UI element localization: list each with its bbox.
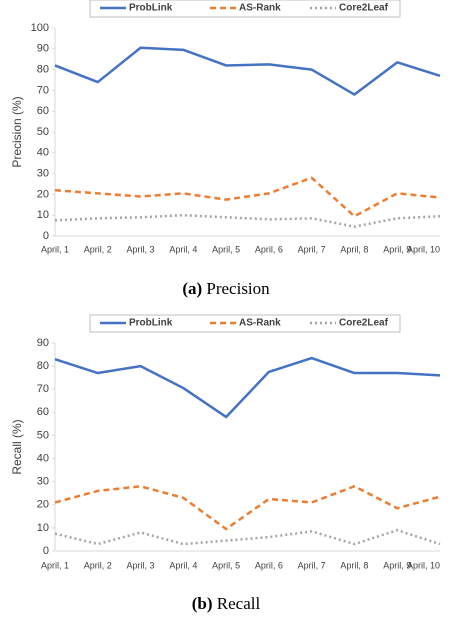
x-tick-label: April, 7 (298, 560, 326, 570)
y-tick-label: 90 (37, 337, 49, 349)
series-line (54, 485, 441, 531)
y-tick-label: 100 (31, 22, 49, 34)
legend-label: Core2Leaf (339, 3, 389, 14)
y-tick-label: 80 (37, 360, 49, 372)
x-tick-label: April, 4 (169, 560, 197, 570)
x-tick-label: April, 9 (383, 244, 411, 254)
y-tick-label: 10 (37, 209, 49, 221)
x-tick-label: April, 2 (84, 244, 112, 254)
x-tick-label: April, 10 (407, 560, 440, 570)
y-tick-label: 40 (37, 147, 49, 159)
y-tick-label: 40 (37, 452, 49, 464)
x-tick-label: April, 10 (407, 244, 440, 254)
x-tick-label: April, 3 (127, 244, 155, 254)
series-line (54, 176, 441, 218)
legend-label: ProbLink (129, 318, 173, 329)
y-tick-label: 20 (37, 499, 49, 511)
y-tick-label: 70 (37, 84, 49, 96)
legend-label: Core2Leaf (339, 318, 389, 329)
y-tick-label: 0 (43, 545, 49, 557)
legend-label: AS-Rank (239, 3, 281, 14)
legend-box (89, 314, 401, 333)
x-tick-label: April, 3 (127, 560, 155, 570)
x-tick-label: April, 9 (383, 560, 411, 570)
y-tick-label: 30 (37, 168, 49, 180)
caption-text: Precision (206, 279, 270, 298)
y-tick-label: 50 (37, 429, 49, 441)
y-tick-label: 90 (37, 43, 49, 55)
y-tick-label: 30 (37, 476, 49, 488)
series-line (54, 46, 441, 96)
legend-label: ProbLink (129, 3, 173, 14)
y-tick-label: 80 (37, 64, 49, 76)
y-tick-label: 60 (37, 105, 49, 117)
x-tick-label: April, 5 (212, 560, 240, 570)
caption-label: (a) (182, 279, 202, 298)
y-tick-label: 10 (37, 522, 49, 534)
y-tick-label: 0 (43, 230, 49, 242)
x-tick-label: April, 6 (255, 244, 283, 254)
legend-box (89, 0, 401, 18)
x-tick-label: April, 1 (41, 560, 69, 570)
y-tick-label: 50 (37, 126, 49, 138)
x-tick-label: April, 8 (340, 244, 368, 254)
x-tick-label: April, 8 (340, 560, 368, 570)
x-tick-label: April, 1 (41, 244, 69, 254)
caption: (a) Precision (182, 279, 270, 298)
series-line (54, 528, 441, 546)
x-tick-label: April, 2 (84, 560, 112, 570)
y-tick-label: 20 (37, 188, 49, 200)
y-tick-label: 70 (37, 383, 49, 395)
y-axis-label: Precision (%) (10, 96, 24, 167)
caption: (b) Recall (192, 594, 261, 613)
x-tick-label: April, 4 (169, 244, 197, 254)
caption-text: Recall (217, 594, 261, 613)
y-axis-label: Recall (%) (10, 419, 24, 474)
x-tick-label: April, 5 (212, 244, 240, 254)
legend-label: AS-Rank (239, 318, 281, 329)
x-tick-label: April, 7 (298, 244, 326, 254)
series-line (54, 213, 441, 228)
series-line (54, 356, 441, 419)
x-tick-label: April, 6 (255, 560, 283, 570)
caption-label: (b) (192, 594, 213, 613)
y-tick-label: 60 (37, 406, 49, 418)
